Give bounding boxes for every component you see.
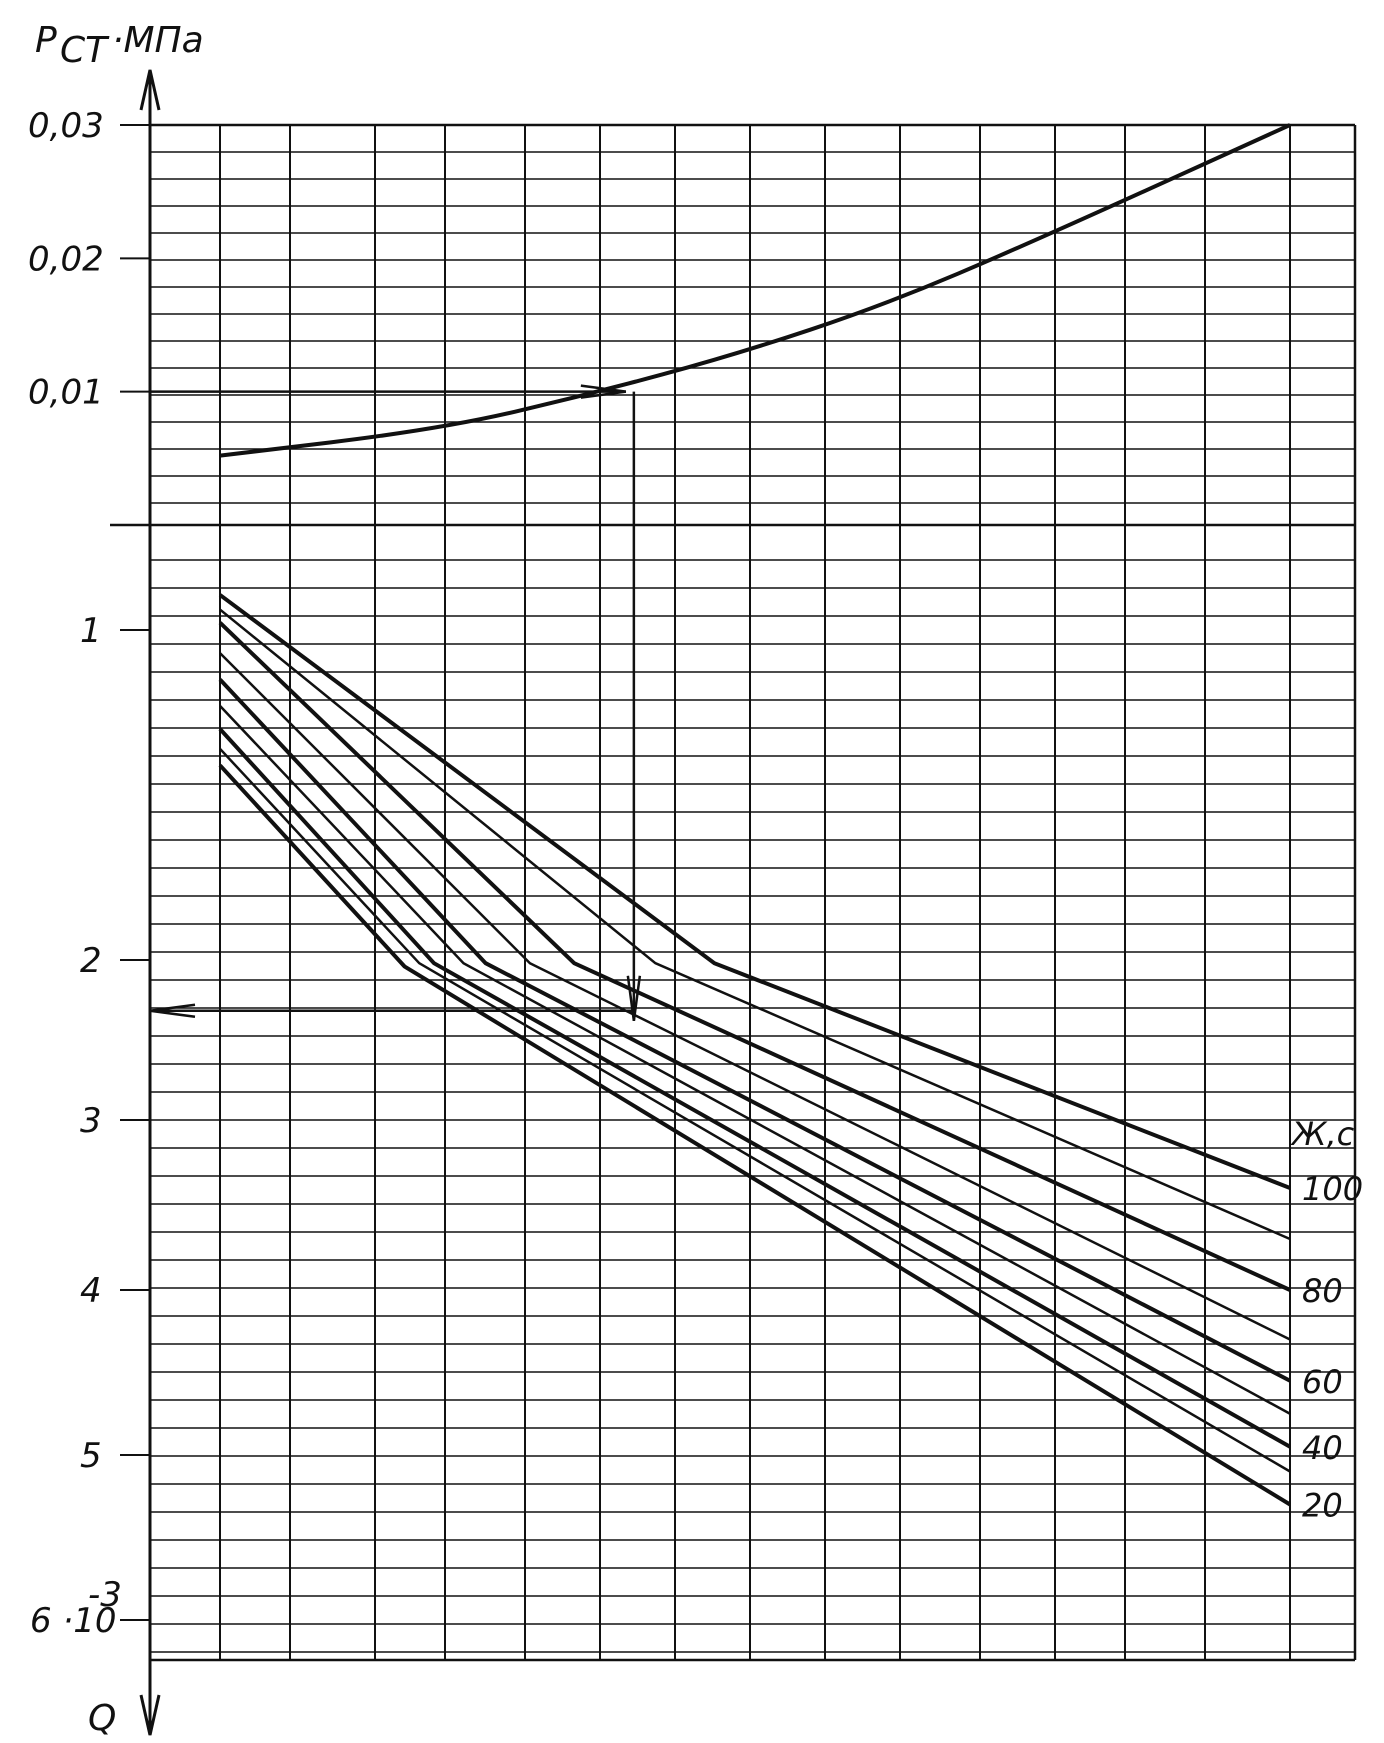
example-arrowhead-right <box>580 384 627 399</box>
top-ytick-label: 0,03 <box>28 106 104 146</box>
bottom-series-line <box>218 621 1291 1292</box>
bottom-series-line <box>218 678 1291 1383</box>
bottom-series-line <box>218 593 1291 1190</box>
bottom-y-axis-label: Q <box>88 1698 116 1739</box>
top-ytick-label: 0,02 <box>28 239 104 279</box>
example-arrowhead-left <box>149 1003 196 1019</box>
example-arrowhead-down <box>626 975 642 1021</box>
series-label: 20 <box>1302 1487 1343 1525</box>
bottom-series-line <box>219 652 1291 1341</box>
bottom-ytick-exponent: -3 <box>88 1575 122 1615</box>
bottom-series-line <box>219 608 1291 1241</box>
bottom-series-line <box>218 727 1291 1449</box>
y-axis-down-arrow <box>139 1694 161 1736</box>
bottom-ytick-label: 2 <box>80 941 102 981</box>
top-y-axis-label-subscript: СТ <box>60 30 110 71</box>
series-label: 80 <box>1302 1272 1343 1310</box>
top-y-axis-label: P <box>35 20 57 61</box>
top-series-line <box>219 123 1291 458</box>
series-legend-title: Ж,с <box>1290 1115 1355 1153</box>
bottom-ytick-label: 4 <box>80 1271 102 1311</box>
y-axis-up-arrow <box>139 69 161 111</box>
bottom-ytick-label: 6 ·10 <box>30 1601 117 1641</box>
bottom-series-line <box>218 763 1292 1507</box>
series-label: 40 <box>1302 1429 1343 1467</box>
bottom-series-line <box>219 705 1291 1415</box>
series-label: 60 <box>1302 1363 1343 1401</box>
top-ytick-label: 0,01 <box>28 373 104 413</box>
bottom-ytick-label: 3 <box>80 1101 102 1141</box>
bottom-ytick-label: 5 <box>80 1436 102 1476</box>
bottom-series-line <box>219 747 1291 1473</box>
bottom-ytick-label: 1 <box>80 611 102 651</box>
series-label: 100 <box>1302 1170 1363 1208</box>
top-y-axis-label-unit: ·МПа <box>112 20 204 61</box>
